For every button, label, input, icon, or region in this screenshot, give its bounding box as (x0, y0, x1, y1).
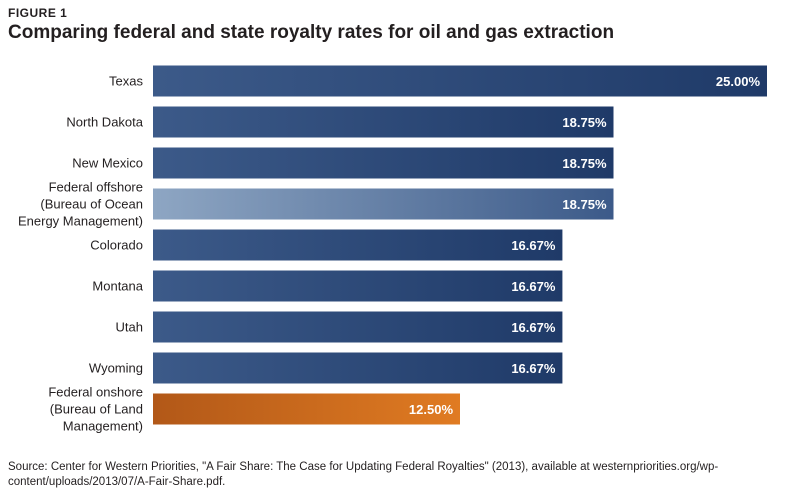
bar-8 (153, 393, 460, 425)
bar-3 (153, 188, 614, 220)
value-label: 16.67% (511, 320, 556, 335)
category-label: Montana (92, 279, 143, 294)
figure-label: FIGURE 1 (8, 6, 68, 20)
category-label: Wyoming (89, 361, 143, 376)
category-label: Utah (116, 320, 143, 335)
source-note: Source: Center for Western Priorities, "… (8, 461, 719, 488)
category-label: Federal onshore (Bureau of Land Management… (48, 385, 143, 434)
value-label: 16.67% (511, 238, 556, 253)
bar-1 (153, 106, 614, 138)
bar-4 (153, 229, 563, 261)
value-label: 16.67% (511, 279, 556, 294)
bar-7 (153, 352, 563, 384)
value-label: 25.00% (716, 74, 761, 89)
bar-0 (153, 65, 767, 97)
value-label: 18.75% (562, 197, 607, 212)
bar-2 (153, 147, 614, 179)
chart-title: Comparing federal and state royalty rate… (8, 22, 615, 43)
category-label: Colorado (90, 238, 143, 253)
bar-5 (153, 270, 563, 302)
category-label: Texas (109, 74, 143, 89)
bar-6 (153, 311, 563, 343)
category-label: New Mexico (72, 156, 143, 171)
category-label: Federal offshore (Bureau of Ocean Energy M… (18, 180, 143, 229)
value-label: 18.75% (562, 115, 607, 130)
value-label: 18.75% (562, 156, 607, 171)
value-label: 12.50% (409, 402, 454, 417)
value-label: 16.67% (511, 361, 556, 376)
category-label: North Dakota (66, 115, 143, 130)
